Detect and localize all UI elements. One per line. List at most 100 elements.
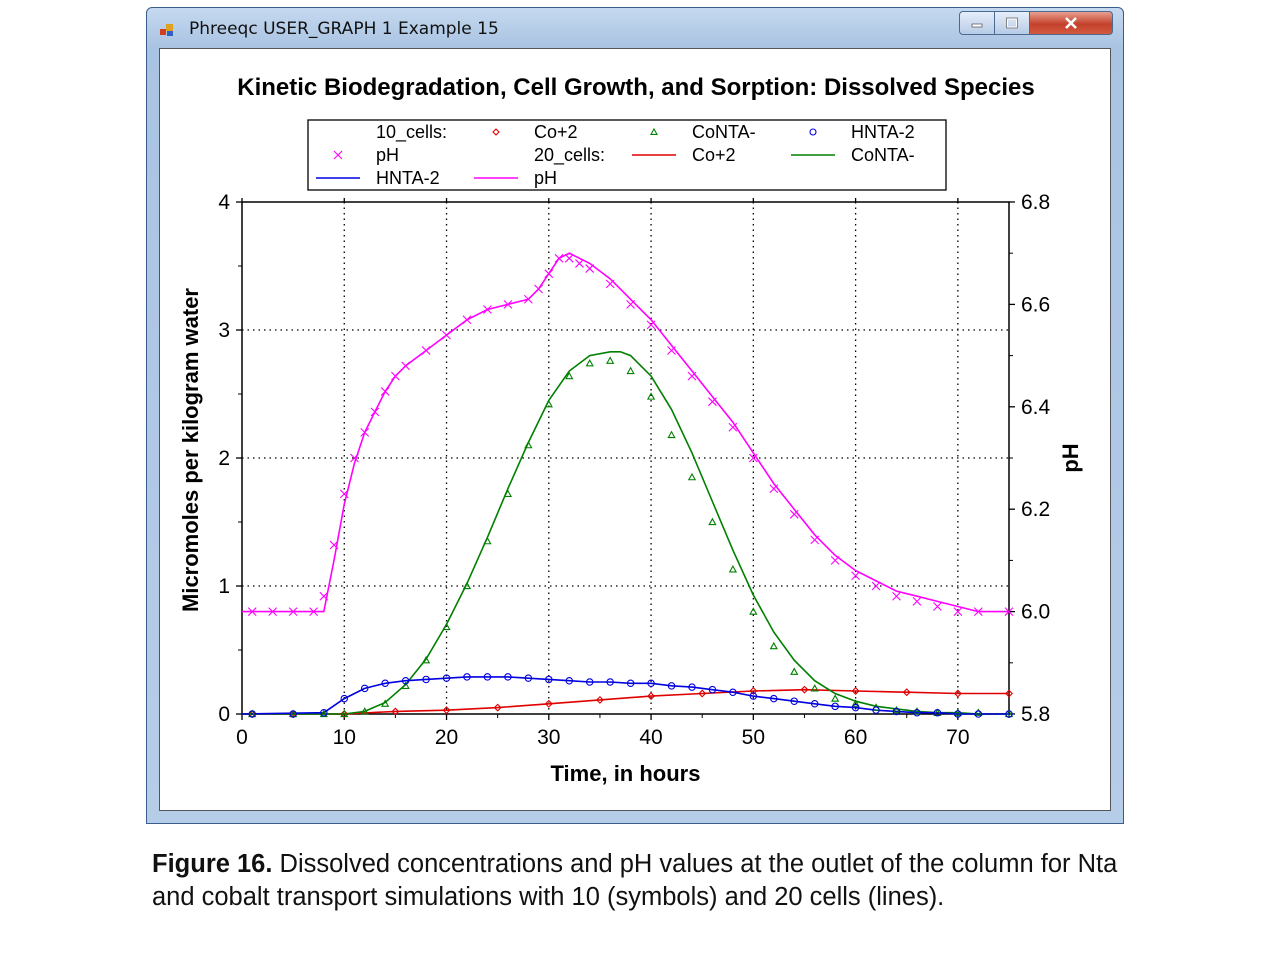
caption-label: Figure 16. [152,850,273,878]
y2-tick-label: 6.8 [1021,191,1050,214]
x-tick-label: 20 [435,726,458,749]
series-line-ph [242,252,1009,613]
point-conta [503,489,513,497]
point-conta [892,705,901,714]
point-hnta-2 [463,673,471,681]
legend-label: HNTA-2 [376,168,440,188]
point-hnta-2 [708,685,717,694]
point-hnta-2 [831,702,839,711]
point-ph [667,346,676,355]
point-ph [309,607,318,616]
point-ph [646,320,656,330]
point-conta [769,641,778,650]
chart-title: Kinetic Biodegradation, Cell Growth, and… [237,74,1034,101]
y-tick-label: 1 [218,575,230,598]
point-hnta-2 [872,706,880,714]
point-ph [933,602,942,611]
point-conta [381,699,390,707]
point-hnta-2 [1005,710,1013,718]
point-ph [810,535,820,545]
point-ph [1004,607,1014,616]
maximize-button[interactable] [994,11,1030,35]
point-ph [912,596,922,606]
caption-text: Dissolved concentrations and pH values a… [152,850,1118,911]
point-ph [247,607,257,616]
point-ph [626,300,636,309]
point-ph [339,489,349,499]
y2-tick-label: 6.6 [1021,293,1050,316]
window-title: Phreeqc USER_GRAPH 1 Example 15 [189,19,499,39]
legend-label: CoNTA- [851,145,915,165]
x-tick-label: 30 [537,726,560,749]
legend-label: CoNTA- [692,122,756,142]
close-button[interactable] [1029,11,1113,35]
point-conta [851,699,860,707]
point-conta [790,667,799,675]
x-tick-label: 0 [236,726,248,749]
point-hnta-2 [851,703,860,712]
point-ph [401,361,411,371]
point-ph [534,284,543,294]
point-conta [953,708,963,716]
point-conta [667,430,676,439]
point-conta [319,709,328,718]
point-ph [554,253,564,263]
y2-axis-label: pH [1058,443,1083,472]
point-co-2 [851,686,860,695]
point-conta [626,366,635,375]
series-line-co-2 [242,688,1009,715]
legend-label: 20_cells: [534,145,605,166]
graph-client-area: Kinetic Biodegradation, Cell Growth, and… [159,48,1111,811]
point-co-2 [1005,689,1013,698]
point-conta [912,707,922,715]
legend-symbol-co-2 [492,128,500,136]
point-ph [268,607,278,616]
point-conta [1004,709,1014,718]
point-ph [391,371,400,381]
point-hnta-2 [667,682,676,690]
minimize-icon [971,23,983,28]
point-conta [360,707,369,715]
point-conta [544,399,553,408]
point-conta [340,709,349,718]
point-hnta-2 [626,679,635,688]
point-conta [585,358,594,367]
point-hnta-2 [954,710,962,718]
point-hnta-2 [688,683,696,691]
point-hnta-2 [248,710,256,718]
point-co-2 [800,685,809,694]
point-conta [442,622,451,631]
point-co-2 [953,689,962,698]
title-bar[interactable]: Phreeqc USER_GRAPH 1 Example 15 [147,8,1123,48]
y-tick-label: 2 [218,447,230,470]
point-hnta-2 [749,692,758,700]
point-hnta-2 [524,674,533,682]
legend-label: pH [376,145,399,165]
point-conta [749,607,758,615]
point-hnta-2 [606,678,614,686]
maximize-icon [1006,17,1018,29]
point-hnta-2 [933,708,942,717]
point-co-2 [698,689,707,698]
point-ph [462,315,472,325]
figure-caption: Figure 16. Dissolved concentrations and … [152,848,1152,914]
point-hnta-2 [729,688,737,696]
point-hnta-2 [381,679,389,688]
point-ph [370,407,380,417]
x-tick-label: 10 [333,726,356,749]
point-ph [564,253,574,263]
point-hnta-2 [892,707,901,716]
legend-label: HNTA-2 [851,122,915,142]
point-ph [575,259,584,268]
point-ph [503,300,513,309]
point-ph [605,279,615,289]
x-tick-label: 60 [844,726,867,749]
point-ph [687,371,697,381]
minimize-button[interactable] [959,11,995,35]
point-ph [748,453,758,463]
point-co-2 [340,710,349,718]
point-hnta-2 [483,673,492,681]
point-ph [380,387,390,396]
point-conta [646,392,656,400]
point-ph [585,264,595,273]
